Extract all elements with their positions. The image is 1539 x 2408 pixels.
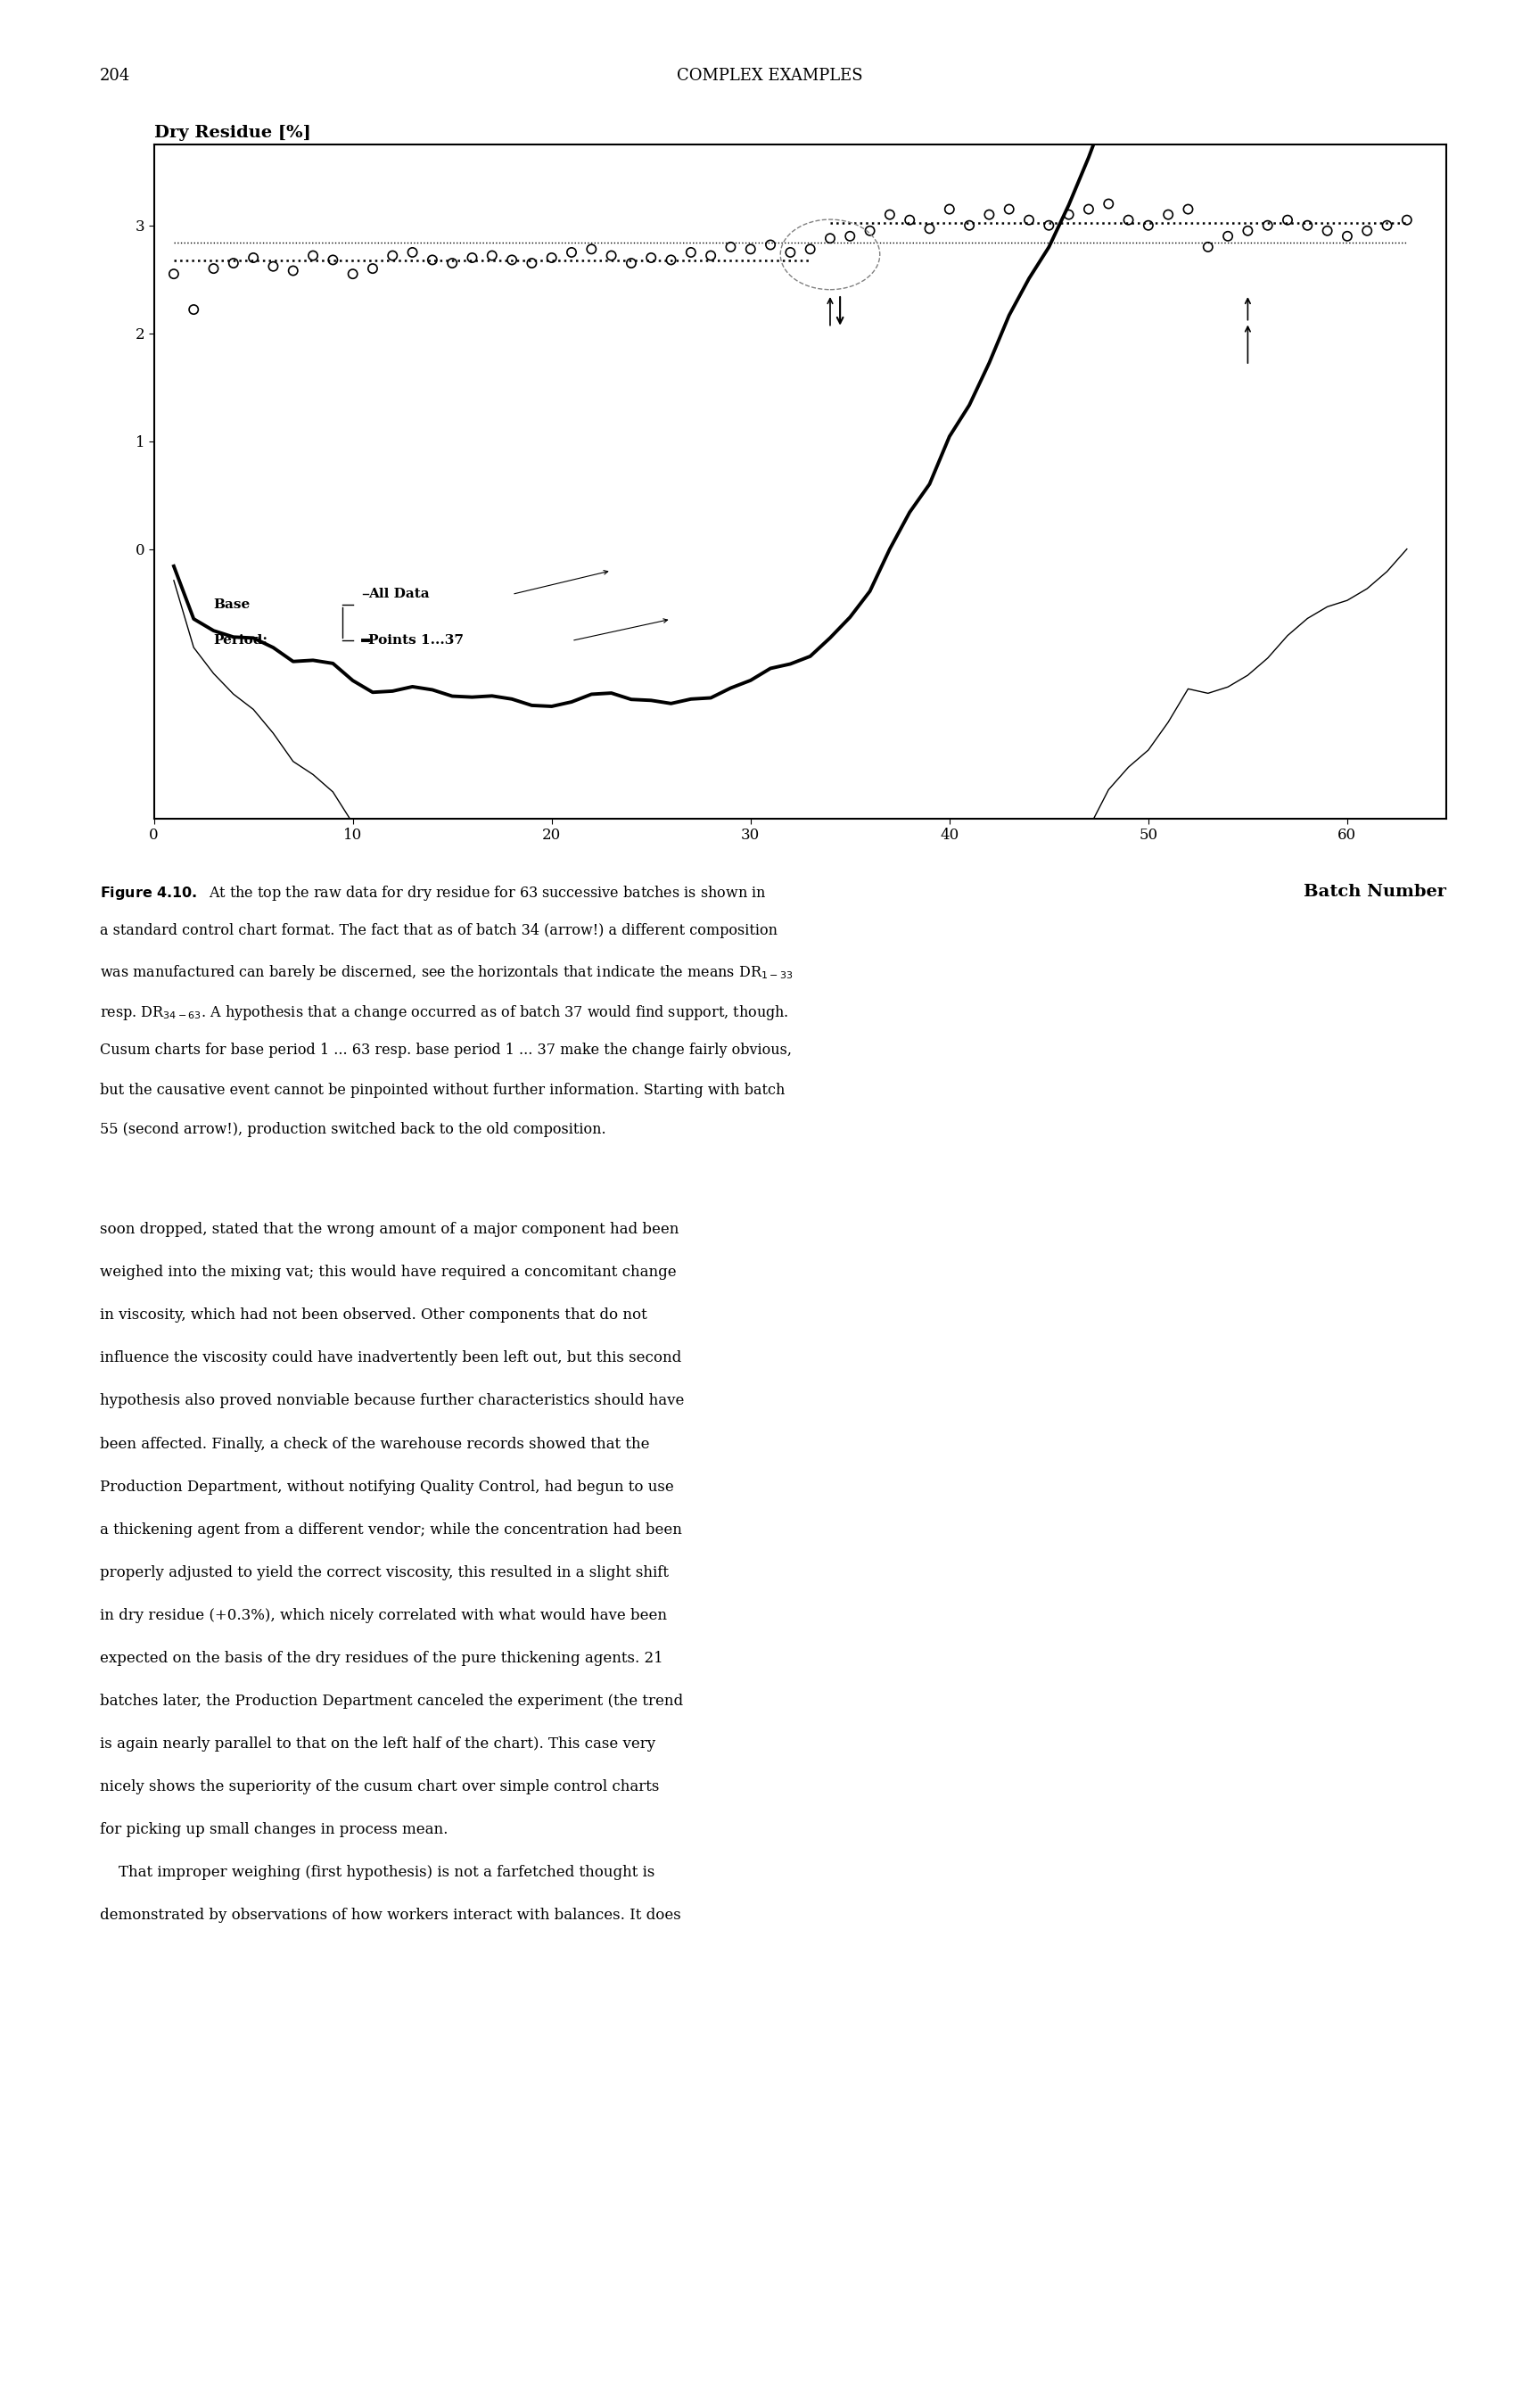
Point [420,241,445,279]
Point [619,243,643,282]
Point [599,236,623,275]
Point [162,255,186,294]
Text: properly adjusted to yield the correct viscosity, this resulted in a slight shif: properly adjusted to yield the correct v… [100,1565,669,1580]
Point [997,190,1022,229]
Point [579,229,603,267]
Point [797,229,822,267]
Point [897,200,922,238]
Point [1394,200,1419,238]
Point [340,255,365,294]
Point [817,219,842,258]
Point [520,243,545,282]
Point [539,238,563,277]
Point [1136,207,1160,246]
Text: Cusum charts for base period 1 ... 63 resp. base period 1 ... 37 make the change: Cusum charts for base period 1 ... 63 re… [100,1043,793,1057]
Point [1156,195,1180,234]
Text: nicely shows the superiority of the cusum chart over simple control charts: nicely shows the superiority of the cusu… [100,1780,659,1794]
Text: 55 (second arrow!), production switched back to the old composition.: 55 (second arrow!), production switched … [100,1122,606,1137]
Point [1296,207,1320,246]
Point [222,243,246,282]
Point [779,234,803,272]
Text: hypothesis also proved nonviable because further characteristics should have: hypothesis also proved nonviable because… [100,1394,685,1409]
Text: influence the viscosity could have inadvertently been left out, but this second: influence the viscosity could have inadv… [100,1351,682,1365]
Text: is again nearly parallel to that on the left half of the chart). This case very: is again nearly parallel to that on the … [100,1736,656,1751]
Point [1116,200,1140,238]
Text: resp. DR$_{34-63}$. A hypothesis that a change occurred as of batch 37 would fin: resp. DR$_{34-63}$. A hypothesis that a … [100,1002,790,1021]
Text: demonstrated by observations of how workers interact with balances. It does: demonstrated by observations of how work… [100,1907,682,1924]
Text: expected on the basis of the dry residues of the pure thickening agents. 21: expected on the basis of the dry residue… [100,1652,663,1666]
Point [380,236,405,275]
Text: but the causative event cannot be pinpointed without further information. Starti: but the causative event cannot be pinpoi… [100,1084,785,1098]
Point [977,195,1002,234]
Point [1276,200,1300,238]
Point [1076,190,1100,229]
Text: batches later, the Production Department canceled the experiment (the trend: batches later, the Production Department… [100,1693,683,1710]
Point [1236,212,1260,250]
Text: a standard control chart format. The fact that as of batch 34 (arrow!) a differe: a standard control chart format. The fac… [100,922,777,939]
Text: in dry residue (+0.3%), which nicely correlated with what would have been: in dry residue (+0.3%), which nicely cor… [100,1609,666,1623]
Point [739,229,763,267]
Point [639,238,663,277]
Text: Period:: Period: [214,633,268,648]
Point [320,241,345,279]
Point [400,234,425,272]
Point [1374,207,1399,246]
Point [957,207,982,246]
Point [182,291,206,330]
Point [1056,195,1080,234]
Point [1334,217,1359,255]
Point [1354,212,1379,250]
Point [280,250,305,289]
Point [1314,212,1339,250]
Point [917,209,942,248]
Text: weighed into the mixing vat; this would have required a concomitant change: weighed into the mixing vat; this would … [100,1264,677,1281]
Point [837,217,862,255]
Point [877,195,902,234]
Text: Production Department, without notifying Quality Control, had begun to use: Production Department, without notifying… [100,1479,674,1495]
Text: a thickening agent from a different vendor; while the concentration had been: a thickening agent from a different vend… [100,1522,682,1536]
Point [1176,190,1200,229]
Text: Batch Number: Batch Number [1304,884,1447,901]
Point [500,241,525,279]
Point [480,236,505,275]
Point [262,248,286,287]
Text: been affected. Finally, a check of the warehouse records showed that the: been affected. Finally, a check of the w… [100,1435,649,1452]
Text: for picking up small changes in process mean.: for picking up small changes in process … [100,1823,448,1837]
Text: That improper weighing (first hypothesis) is not a farfetched thought is: That improper weighing (first hypothesis… [100,1866,656,1881]
Point [202,250,226,289]
Point [1216,217,1240,255]
Point [759,226,783,265]
Point [1096,185,1120,224]
Text: Points 1...37: Points 1...37 [369,633,465,648]
Point [360,250,385,289]
Point [857,212,882,250]
Point [679,234,703,272]
Text: $\bf{Figure\ 4.10.}$  At the top the raw data for dry residue for 63 successive : $\bf{Figure\ 4.10.}$ At the top the raw … [100,884,766,903]
Text: All Data: All Data [369,588,429,600]
Point [242,238,266,277]
Point [937,190,962,229]
Point [1196,229,1220,267]
Text: was manufactured can barely be discerned, see the horizontals that indicate the : was manufactured can barely be discerned… [100,963,793,982]
Text: COMPLEX EXAMPLES: COMPLEX EXAMPLES [677,67,862,84]
Text: in viscosity, which had not been observed. Other components that do not: in viscosity, which had not been observe… [100,1308,648,1322]
Point [1017,200,1042,238]
Point [1037,207,1062,246]
Point [1256,207,1280,246]
Text: 204: 204 [100,67,131,84]
Text: soon dropped, stated that the wrong amount of a major component had been: soon dropped, stated that the wrong amou… [100,1223,679,1238]
Point [300,236,325,275]
Point [659,241,683,279]
Text: Base: Base [214,600,251,612]
Point [719,229,743,267]
Point [440,243,465,282]
Text: Dry Residue [%]: Dry Residue [%] [154,125,311,140]
Point [699,236,723,275]
Point [559,234,583,272]
Point [460,238,485,277]
